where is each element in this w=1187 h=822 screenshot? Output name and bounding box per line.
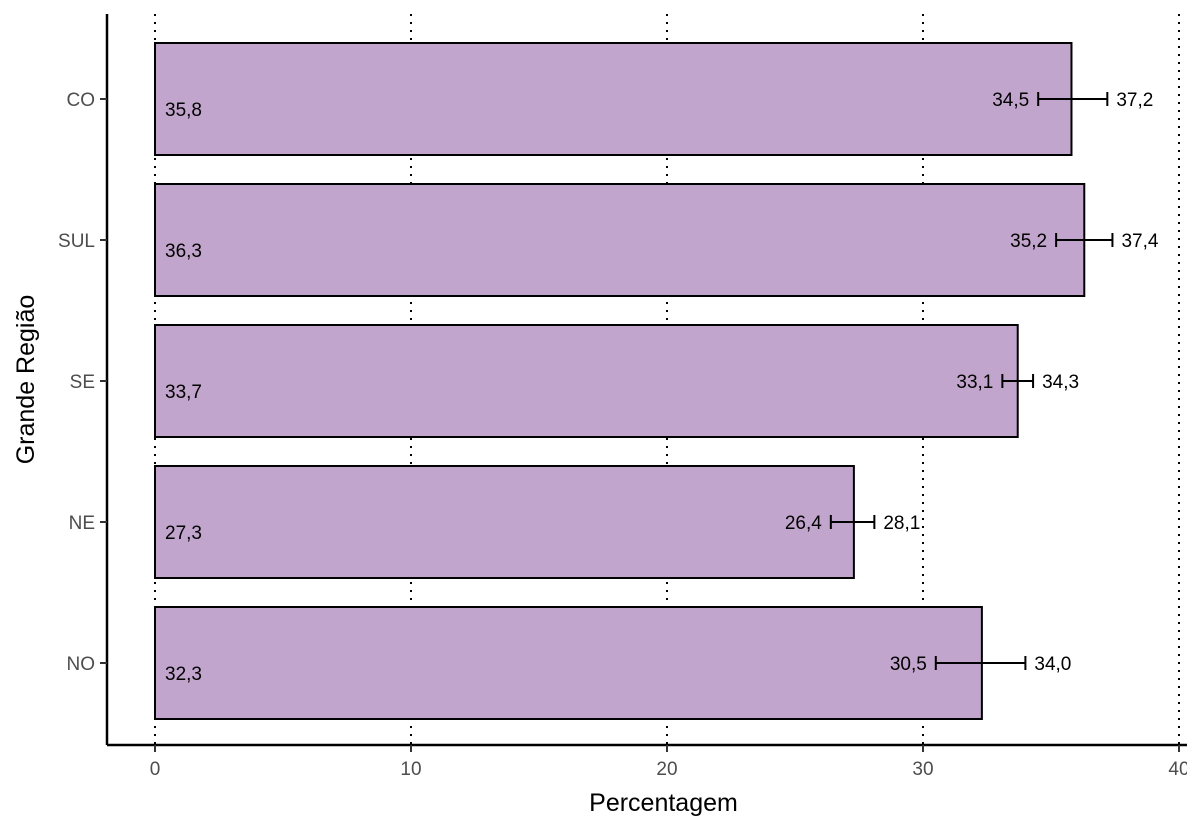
x-tick-label: 10 [400, 759, 421, 780]
bar [154, 324, 1019, 438]
axes: 0 10 20 30 40 CO SUL SE NE NO [58, 14, 1187, 780]
bar [154, 606, 983, 720]
x-tick-label: 20 [656, 759, 677, 780]
error-low-label: 34,5 [992, 90, 1029, 111]
y-axis-title: Grande Região [12, 295, 40, 465]
error-low-label: 26,4 [785, 513, 822, 534]
y-tick-label: NO [67, 654, 96, 675]
y-tick-label: SUL [58, 231, 95, 252]
x-axis-title: Percentagem [589, 789, 738, 817]
error-high-label: 34,0 [1034, 654, 1071, 675]
y-tick-label: NE [69, 513, 95, 534]
y-tick-label: SE [70, 372, 95, 393]
bar-value-label: 32,3 [165, 664, 202, 685]
bar [154, 42, 1073, 156]
y-tick-label: CO [67, 90, 96, 111]
bar [154, 465, 855, 579]
error-high-label: 37,2 [1116, 90, 1153, 111]
bar-value-label: 35,8 [165, 100, 202, 121]
bar [154, 183, 1086, 297]
x-tick-label: 40 [1168, 759, 1187, 780]
error-high-label: 28,1 [883, 513, 920, 534]
data-labels: 35,8 36,3 33,7 27,3 32,3 34,5 35,2 33,1 26,4 30,5… [165, 90, 1159, 685]
bars [154, 42, 1086, 720]
bar-value-label: 27,3 [165, 523, 202, 544]
bar-value-label: 36,3 [165, 241, 202, 262]
error-low-label: 30,5 [890, 654, 927, 675]
error-high-label: 37,4 [1121, 231, 1158, 252]
bar-value-label: 33,7 [165, 382, 202, 403]
x-tick-label: 30 [912, 759, 933, 780]
error-high-label: 34,3 [1042, 372, 1079, 393]
error-low-label: 33,1 [956, 372, 993, 393]
x-tick-label: 0 [150, 759, 161, 780]
error-bars [829, 92, 1114, 670]
error-low-label: 35,2 [1010, 231, 1047, 252]
